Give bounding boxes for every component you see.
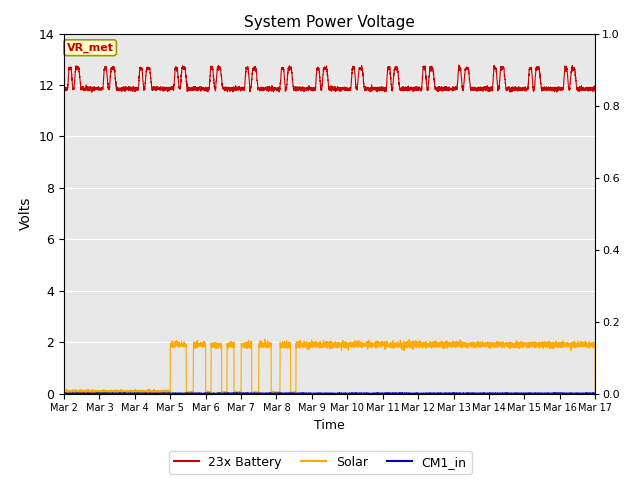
Legend: 23x Battery, Solar, CM1_in: 23x Battery, Solar, CM1_in <box>168 451 472 474</box>
Title: System Power Voltage: System Power Voltage <box>244 15 415 30</box>
X-axis label: Time: Time <box>314 419 345 432</box>
Text: VR_met: VR_met <box>67 43 114 53</box>
Y-axis label: Volts: Volts <box>19 197 33 230</box>
